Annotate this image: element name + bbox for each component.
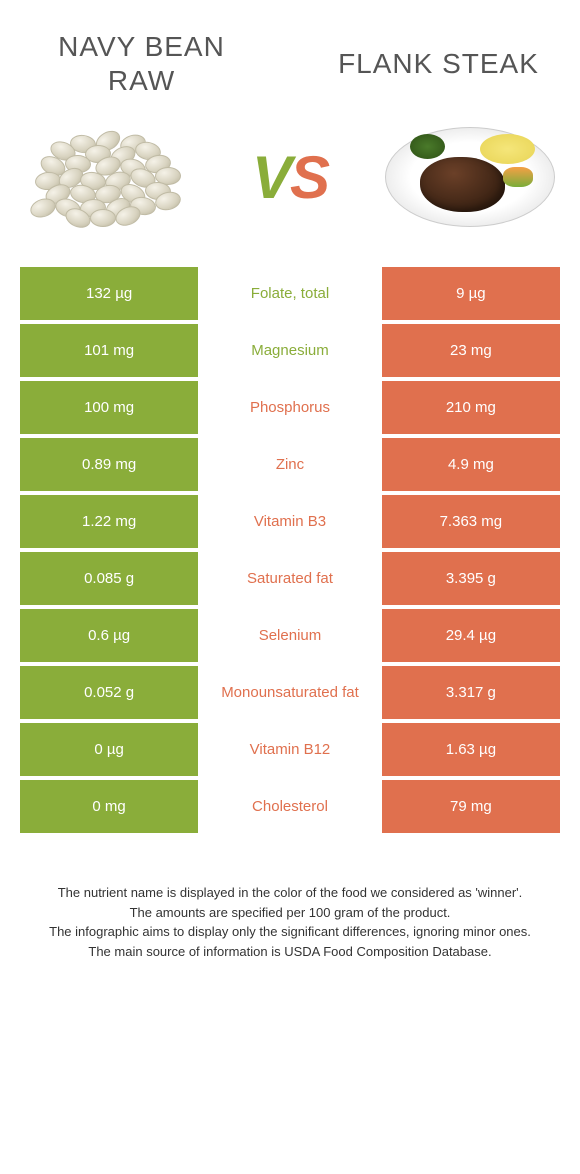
right-value: 210 mg (382, 381, 560, 434)
left-value: 132 µg (20, 267, 198, 320)
left-value: 0.89 mg (20, 438, 198, 491)
table-row: 132 µgFolate, total9 µg (20, 267, 560, 320)
table-row: 0.89 mgZinc4.9 mg (20, 438, 560, 491)
right-value: 1.63 µg (382, 723, 560, 776)
left-value: 1.22 mg (20, 495, 198, 548)
left-value: 0 µg (20, 723, 198, 776)
table-row: 101 mgMagnesium23 mg (20, 324, 560, 377)
right-value: 79 mg (382, 780, 560, 833)
title-left-line2: raw (20, 64, 263, 98)
footnote-line: The nutrient name is displayed in the co… (30, 883, 550, 903)
infographic-container: Navy bean raw Flank steak VS 132 µgFolat… (0, 0, 580, 981)
nutrient-table: 132 µgFolate, total9 µg101 mgMagnesium23… (20, 267, 560, 833)
left-value: 100 mg (20, 381, 198, 434)
right-value: 7.363 mg (382, 495, 560, 548)
right-value: 9 µg (382, 267, 560, 320)
titles-row: Navy bean raw Flank steak (20, 30, 560, 97)
table-row: 0.052 gMonounsaturated fat3.317 g (20, 666, 560, 719)
nutrient-label: Vitamin B3 (198, 495, 382, 548)
nutrient-label: Selenium (198, 609, 382, 662)
footnote-line: The infographic aims to display only the… (30, 922, 550, 942)
title-left: Navy bean raw (20, 30, 263, 97)
left-value: 0.052 g (20, 666, 198, 719)
images-row: VS (20, 117, 560, 237)
right-value: 4.9 mg (382, 438, 560, 491)
footnote-line: The amounts are specified per 100 gram o… (30, 903, 550, 923)
table-row: 100 mgPhosphorus210 mg (20, 381, 560, 434)
table-row: 0.6 µgSelenium29.4 µg (20, 609, 560, 662)
footnote-line: The main source of information is USDA F… (30, 942, 550, 962)
left-value: 0.6 µg (20, 609, 198, 662)
vs-s: S (290, 144, 328, 211)
left-value: 0 mg (20, 780, 198, 833)
nutrient-label: Phosphorus (198, 381, 382, 434)
left-value: 101 mg (20, 324, 198, 377)
table-row: 0 mgCholesterol79 mg (20, 780, 560, 833)
nutrient-label: Zinc (198, 438, 382, 491)
table-row: 0.085 gSaturated fat3.395 g (20, 552, 560, 605)
nutrient-label: Cholesterol (198, 780, 382, 833)
footnotes: The nutrient name is displayed in the co… (20, 883, 560, 961)
nutrient-label: Saturated fat (198, 552, 382, 605)
nutrient-label: Magnesium (198, 324, 382, 377)
navy-bean-image (20, 117, 200, 237)
nutrient-label: Folate, total (198, 267, 382, 320)
left-value: 0.085 g (20, 552, 198, 605)
vs-label: VS (252, 143, 328, 212)
right-value: 29.4 µg (382, 609, 560, 662)
right-value: 3.395 g (382, 552, 560, 605)
nutrient-label: Monounsaturated fat (198, 666, 382, 719)
right-value: 23 mg (382, 324, 560, 377)
table-row: 0 µgVitamin B121.63 µg (20, 723, 560, 776)
vs-v: V (252, 144, 290, 211)
right-value: 3.317 g (382, 666, 560, 719)
nutrient-label: Vitamin B12 (198, 723, 382, 776)
flank-steak-image (380, 117, 560, 237)
title-right: Flank steak (317, 48, 560, 80)
table-row: 1.22 mgVitamin B37.363 mg (20, 495, 560, 548)
title-left-line1: Navy bean (20, 30, 263, 64)
